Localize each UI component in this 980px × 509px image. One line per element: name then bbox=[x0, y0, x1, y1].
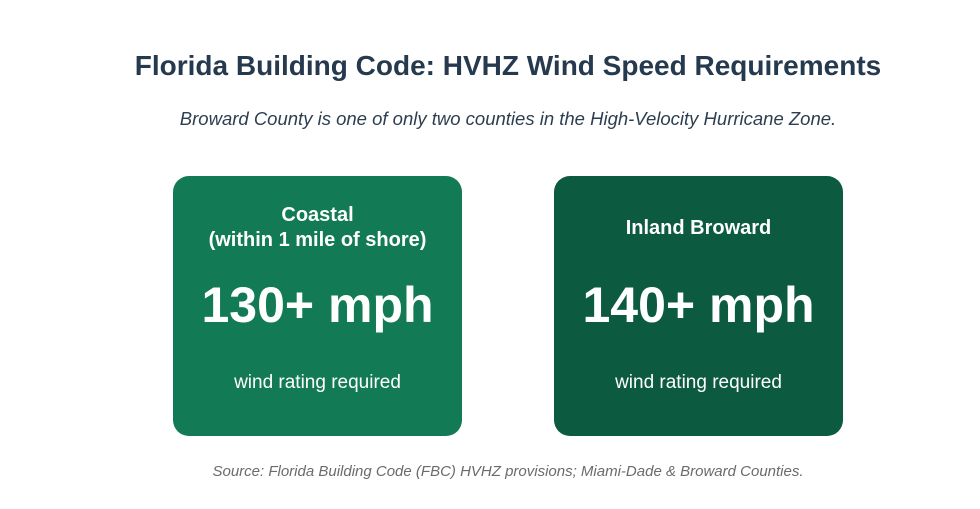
card-note: wind rating required bbox=[234, 372, 401, 393]
title: Florida Building Code: HVHZ Wind Speed R… bbox=[134, 50, 882, 81]
card-label: Inland Broward bbox=[554, 202, 843, 254]
card: Coastal (within 1 mile of shore) 130+ mph w… bbox=[173, 176, 462, 436]
card-label-line: Inland Broward bbox=[625, 216, 772, 239]
card: Inland Broward 140+ mph wind rating requir… bbox=[554, 176, 843, 436]
card-label: Coastal (within 1 mile of shore) bbox=[173, 202, 462, 254]
card-value: 130+ mph bbox=[201, 277, 434, 333]
card-label-line: (within 1 mile of shore) bbox=[208, 229, 427, 251]
card-label-line: Coastal bbox=[281, 204, 354, 226]
source: Source: Florida Building Code (FBC) HVHZ… bbox=[212, 463, 804, 480]
subtitle: Broward County is one of only two counti… bbox=[179, 108, 837, 129]
card-value: 140+ mph bbox=[582, 277, 815, 333]
card-note: wind rating required bbox=[615, 372, 782, 393]
